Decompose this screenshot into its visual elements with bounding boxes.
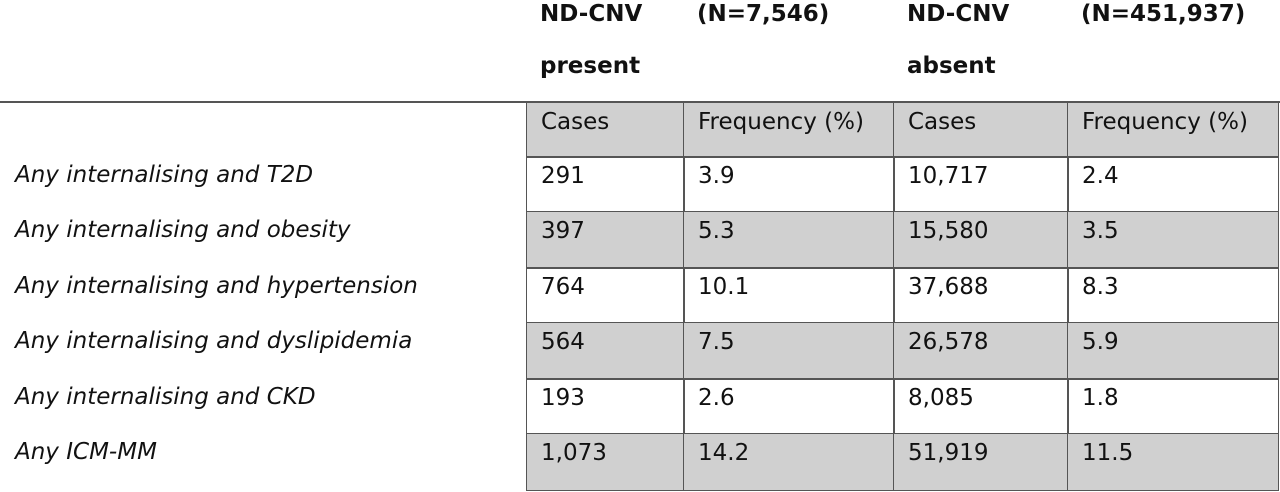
table-cell: 26,578 — [893, 322, 1069, 380]
table-cell: 15,580 — [893, 211, 1069, 269]
table-cell: 397 — [526, 211, 685, 269]
table-cell: 11.5 — [1067, 433, 1279, 491]
table-cell: 2.4 — [1067, 156, 1279, 213]
group-n: (N=7,546) — [697, 1, 830, 27]
table-cell: 291 — [526, 156, 685, 213]
table-cell: 10.1 — [683, 267, 895, 324]
table-cell: 1.8 — [1067, 378, 1279, 435]
table-cell: 5.9 — [1067, 322, 1279, 380]
table-cell: 3.5 — [1067, 211, 1279, 269]
group-n: (N=451,937) — [1081, 1, 1246, 27]
table-cell: 51,919 — [893, 433, 1069, 491]
row-label: Any internalising and CKD — [15, 384, 316, 410]
table-cell: Frequency (%) — [1067, 102, 1279, 158]
table-cell: 3.9 — [683, 156, 895, 213]
table-cell: 764 — [526, 267, 685, 324]
table-cell: 2.6 — [683, 378, 895, 435]
row-label: Any internalising and dyslipidemia — [15, 328, 413, 354]
table-cell: 1,073 — [526, 433, 685, 491]
table-cell: 14.2 — [683, 433, 895, 491]
row-label: Any internalising and obesity — [15, 217, 351, 243]
table-cell: Cases — [893, 102, 1069, 158]
table-cell: 7.5 — [683, 322, 895, 380]
table-cell: Frequency (%) — [683, 102, 895, 158]
group-title: ND-CNV present — [540, 1, 643, 79]
table-cell: Cases — [526, 102, 685, 158]
table-cell: 193 — [526, 378, 685, 435]
row-label: Any ICM-MM — [15, 439, 157, 465]
table-cell: 5.3 — [683, 211, 895, 269]
row-label: Any internalising and T2D — [15, 162, 314, 188]
header-rule — [0, 101, 1280, 103]
row-label: Any internalising and hypertension — [15, 273, 418, 299]
table-cell: 564 — [526, 322, 685, 380]
table-cell: 8,085 — [893, 378, 1069, 435]
group-title: ND-CNV absent — [907, 1, 1010, 79]
table-cell: 37,688 — [893, 267, 1069, 324]
table-cell: 10,717 — [893, 156, 1069, 213]
table-cell: 8.3 — [1067, 267, 1279, 324]
